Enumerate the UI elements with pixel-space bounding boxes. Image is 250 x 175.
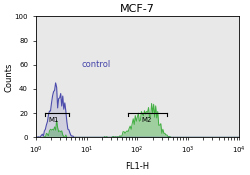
- Text: control: control: [82, 60, 111, 69]
- Text: M1: M1: [48, 117, 59, 123]
- Y-axis label: Counts: Counts: [4, 62, 13, 92]
- Title: MCF-7: MCF-7: [120, 4, 155, 14]
- Text: M2: M2: [141, 117, 152, 123]
- X-axis label: FL1-H: FL1-H: [125, 162, 149, 171]
